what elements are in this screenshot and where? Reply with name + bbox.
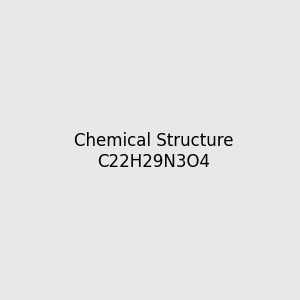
Text: Chemical Structure
C22H29N3O4: Chemical Structure C22H29N3O4 [74, 132, 233, 171]
